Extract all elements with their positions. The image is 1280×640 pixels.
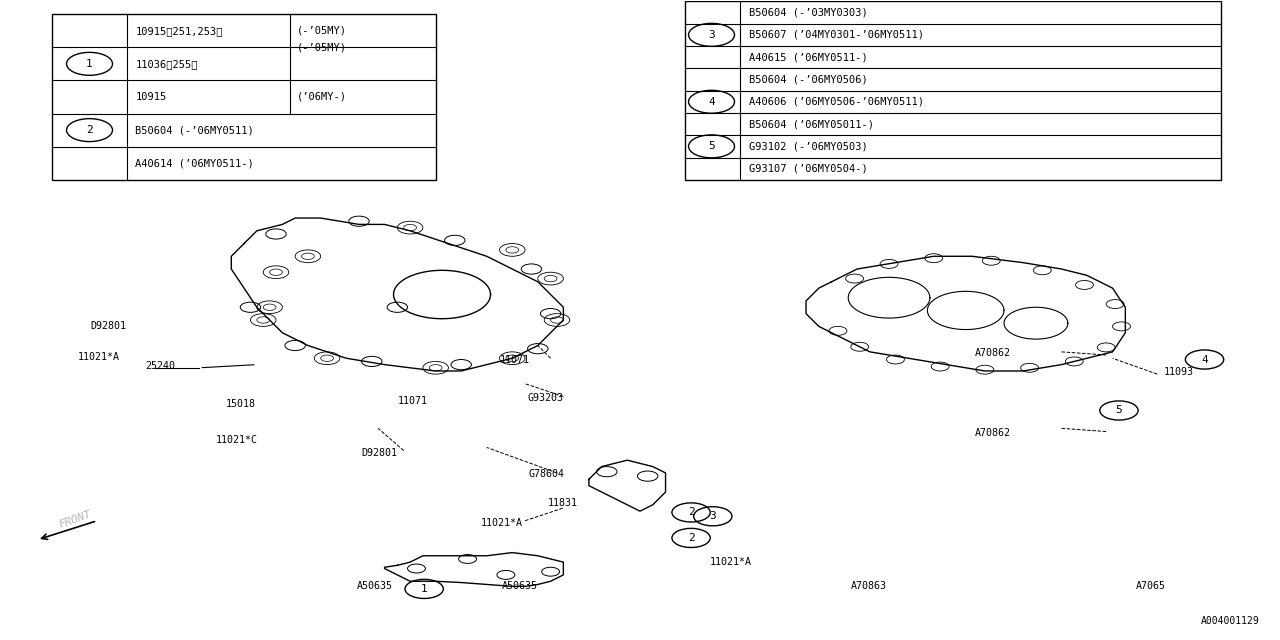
Text: B50607 (’04MY0301-’06MY0511): B50607 (’04MY0301-’06MY0511) [749,30,924,40]
Text: (-’05MY): (-’05MY) [297,42,347,52]
Text: (-’05MY): (-’05MY) [297,26,347,36]
Text: (’06MY-): (’06MY-) [297,92,347,102]
Text: A004001129: A004001129 [1201,616,1260,626]
Text: B50604 (-’06MY0511): B50604 (-’06MY0511) [136,125,255,135]
Text: A70863: A70863 [851,581,887,591]
Text: G78604: G78604 [529,469,564,479]
Text: B50604 (-’06MY0506): B50604 (-’06MY0506) [749,74,868,84]
Text: 11036〈255〉: 11036〈255〉 [136,59,198,69]
Text: 25240: 25240 [146,361,175,371]
Text: 11093: 11093 [1164,367,1194,377]
Text: FRONT: FRONT [58,509,93,531]
Text: 15018: 15018 [227,399,256,409]
Text: 10915: 10915 [136,92,166,102]
Text: 1: 1 [86,59,93,69]
Text: D92801: D92801 [361,447,398,458]
Text: 1: 1 [421,584,428,594]
Text: 4: 4 [1201,355,1208,365]
Text: A50635: A50635 [356,581,393,591]
Text: 11071: 11071 [397,396,428,406]
Text: 11831: 11831 [548,498,579,508]
Bar [685,1,1221,180]
Text: A70862: A70862 [974,348,1011,358]
Text: 11021*A: 11021*A [78,352,120,362]
Bar [52,14,435,180]
Text: 3: 3 [708,30,716,40]
Text: A40606 (’06MY0506-’06MY0511): A40606 (’06MY0506-’06MY0511) [749,97,924,107]
Text: 2: 2 [687,533,695,543]
Text: 5: 5 [708,141,716,151]
Text: A70862: A70862 [974,428,1011,438]
Text: G93107 (’06MY0504-): G93107 (’06MY0504-) [749,164,868,173]
Text: 2: 2 [86,125,93,135]
Text: G93203: G93203 [527,393,563,403]
Text: 11071: 11071 [499,355,530,365]
Text: 10915〈251,253〉: 10915〈251,253〉 [136,26,223,36]
Text: 11021*A: 11021*A [710,557,753,567]
Text: 2: 2 [687,508,695,518]
Text: G93102 (-’06MY0503): G93102 (-’06MY0503) [749,141,868,151]
Text: 5: 5 [1116,406,1123,415]
Text: A50635: A50635 [502,581,538,591]
Text: D92801: D92801 [91,321,127,332]
Text: A7065: A7065 [1135,581,1166,591]
Text: 4: 4 [708,97,716,107]
Text: 11021*C: 11021*C [216,435,259,445]
Text: B50604 (’06MY05011-): B50604 (’06MY05011-) [749,119,873,129]
Text: A40615 (’06MY0511-): A40615 (’06MY0511-) [749,52,868,62]
Text: 11021*A: 11021*A [480,518,522,527]
Text: 3: 3 [709,511,717,521]
Text: B50604 (-’03MY0303): B50604 (-’03MY0303) [749,8,868,17]
Text: A40614 (’06MY0511-): A40614 (’06MY0511-) [136,158,255,168]
